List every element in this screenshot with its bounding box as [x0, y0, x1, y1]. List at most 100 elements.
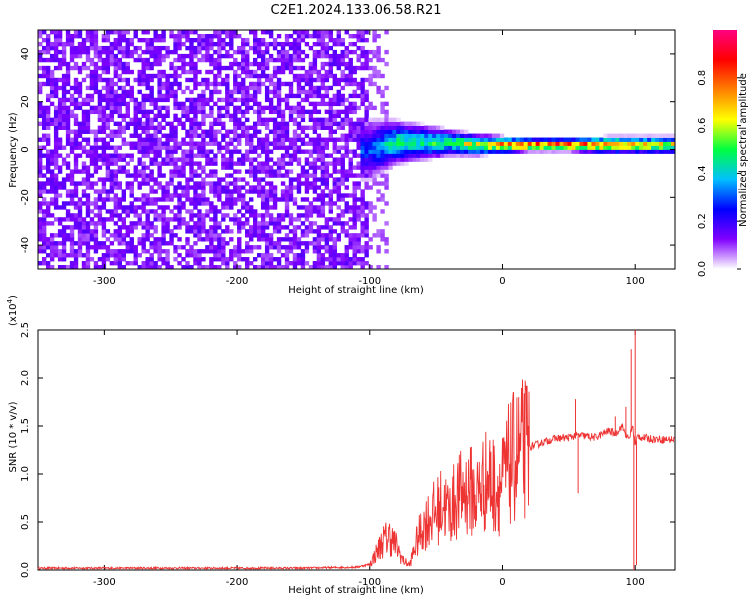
- spectrogram-cell: [229, 149, 234, 154]
- spectrogram-cell: [268, 221, 274, 226]
- spectrogram-cell: [157, 49, 162, 55]
- spectrogram-cell: [296, 49, 302, 55]
- spectrogram-cell: [57, 241, 63, 246]
- spectrogram-cell: [117, 49, 123, 55]
- spectrogram-cell: [547, 141, 552, 146]
- spectrogram-cell: [137, 265, 142, 270]
- spectrogram-cell: [45, 117, 51, 123]
- spectrogram-cell: [61, 97, 67, 103]
- spectrogram-cell: [336, 181, 341, 186]
- spectrogram-cell: [189, 77, 194, 83]
- spectrogram-cell: [69, 49, 75, 55]
- spectrogram-cell: [256, 161, 262, 166]
- spectrogram-cell: [197, 109, 202, 115]
- spectrogram-cell: [121, 165, 126, 170]
- spectrogram-cell: [348, 241, 353, 246]
- spectrogram-cell: [272, 169, 278, 174]
- spectrogram-cell: [324, 41, 330, 47]
- spectrogram-cell: [201, 153, 206, 158]
- spectrogram-cell: [141, 61, 146, 67]
- spectrogram-cell: [316, 141, 322, 146]
- spectrogram-cell: [157, 113, 162, 119]
- spectrogram-cell: [384, 61, 389, 67]
- spectrogram-cell: [185, 53, 190, 59]
- spectrogram-cell: [563, 149, 568, 154]
- spectrogram-cell: [177, 225, 182, 230]
- spectrogram-cell: [185, 97, 190, 103]
- spectrogram-cell: [129, 245, 134, 250]
- spectrogram-cell: [284, 201, 290, 206]
- spectrogram-cell: [113, 105, 119, 111]
- spectrogram-cell: [53, 49, 59, 55]
- spectrogram-cell: [316, 193, 322, 198]
- spectrogram-cell: [181, 121, 186, 126]
- spectrogram-cell: [245, 153, 250, 158]
- spectrogram-cell: [340, 117, 345, 123]
- spectrogram-cell: [205, 69, 210, 75]
- spectrogram-cell: [49, 161, 55, 166]
- spectrogram-cell: [133, 33, 138, 39]
- snr-multiplier-prefix: (x10: [8, 303, 19, 326]
- spectrogram-cell: [225, 97, 230, 103]
- spectrogram-cell: [348, 105, 353, 111]
- spectrogram-cell: [237, 229, 242, 234]
- spectrogram-cell: [348, 129, 353, 134]
- spectrogram-cell: [233, 105, 238, 111]
- spectrogram-cell: [300, 129, 306, 134]
- spectrogram-cell: [376, 169, 381, 174]
- spectrogram-cell: [153, 225, 158, 230]
- snr-line: [37, 379, 675, 571]
- spectrogram-cell: [205, 245, 210, 250]
- spectrogram-cell: [185, 181, 190, 186]
- spectrogram-cell: [233, 221, 238, 226]
- spectrogram-cell: [320, 85, 326, 91]
- spectrogram-cell: [133, 113, 138, 119]
- spectrogram-cell: [340, 121, 345, 126]
- spectrogram-cell: [201, 221, 206, 226]
- spectrogram-cell: [328, 205, 334, 210]
- spectrogram-cell: [65, 109, 71, 115]
- spectrogram-cell: [404, 129, 409, 134]
- spectrogram-cell: [260, 197, 266, 202]
- spectrogram-cell: [149, 149, 154, 154]
- spectrogram-cell: [153, 30, 158, 35]
- spectrogram-cell: [392, 153, 397, 158]
- spectrogram-cell: [667, 145, 672, 150]
- spectrogram-cell: [45, 45, 51, 51]
- spectrogram-cell: [623, 133, 628, 138]
- spectrogram-cell: [483, 145, 489, 150]
- spectrogram-cell: [185, 109, 190, 115]
- spectrogram-cell: [372, 105, 377, 111]
- spectrogram-cell: [149, 261, 154, 266]
- spectrogram-cell: [213, 233, 218, 238]
- spectrogram-cell: [101, 49, 107, 55]
- spectrogram-cell: [627, 141, 632, 146]
- spectrogram-cell: [197, 101, 202, 107]
- spectrogram-cell: [85, 233, 91, 238]
- spectrogram-cell: [412, 133, 417, 138]
- spectrogram-cell: [356, 93, 361, 99]
- spectrogram-cell: [209, 245, 214, 250]
- spectrogram-cell: [316, 233, 322, 238]
- spectrogram-cell: [225, 93, 230, 99]
- spectrogram-cell: [332, 41, 337, 47]
- spectrogram-cell: [165, 249, 170, 254]
- spectrogram-cell: [129, 69, 134, 75]
- spectrogram-cell: [221, 153, 226, 158]
- spectrogram-cell: [252, 189, 258, 194]
- spectrogram-cell: [352, 77, 357, 83]
- spectrogram-cell: [81, 145, 87, 150]
- spectrogram-cell: [45, 161, 51, 166]
- spectrogram-cell: [308, 101, 314, 107]
- spectrogram-cell: [237, 121, 242, 126]
- spectrogram-cell: [81, 113, 87, 119]
- spectrogram-cell: [197, 261, 202, 266]
- spectrogram-cell: [173, 69, 178, 75]
- spectrogram-cell: [328, 153, 334, 158]
- spectrogram-cell: [221, 77, 226, 83]
- spectrogram-cell: [324, 77, 330, 83]
- spectrogram-cell: [141, 101, 146, 107]
- spectrogram-cell: [173, 205, 178, 210]
- spectrogram-cell: [376, 245, 381, 250]
- spectrogram-cell: [81, 129, 87, 134]
